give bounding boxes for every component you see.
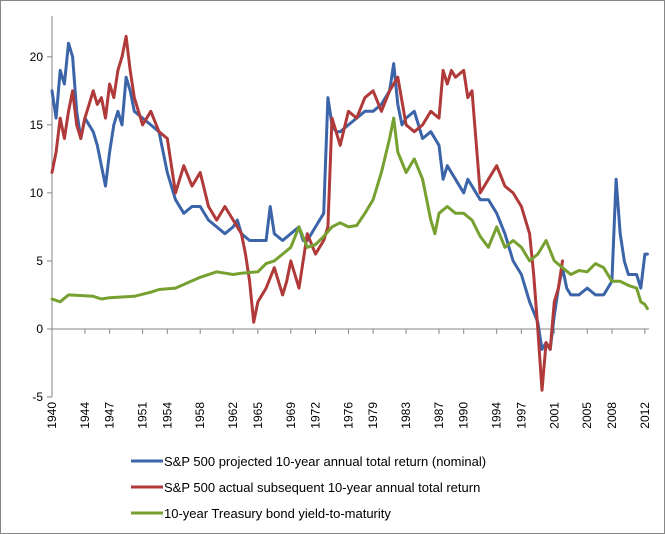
x-tick-label: 1969: [284, 402, 298, 429]
y-tick-label: -5: [32, 390, 43, 404]
y-tick-label: 5: [36, 254, 43, 268]
legend-label-3: 10-year Treasury bond yield-to-maturity: [164, 506, 391, 521]
series-line-1: [50, 41, 649, 351]
y-tick-label: 15: [30, 118, 44, 132]
x-tick-label: 1965: [251, 402, 265, 429]
legend-label-2: S&P 500 actual subsequent 10-year annual…: [164, 480, 480, 495]
x-tick-label: 1951: [136, 402, 150, 429]
axes: [51, 16, 649, 397]
x-tick-label: 1994: [490, 402, 504, 429]
x-tick-label: 2008: [605, 402, 619, 429]
x-tick-label: 1958: [193, 402, 207, 429]
series-lines: [50, 34, 649, 392]
y-tick-label: 20: [30, 50, 44, 64]
series-line-3: [50, 116, 649, 311]
x-tick-label: 1979: [366, 402, 380, 429]
x-axis-ticks: 1940 1944 1947 1951 1954 1958 1962 1965 1969 1972…: [45, 328, 652, 429]
legend-label-1: S&P 500 projected 10-year annual total r…: [164, 454, 486, 469]
x-tick-label: 1944: [78, 402, 92, 429]
x-tick-label: 1947: [103, 402, 117, 429]
x-tick-label: 2012: [638, 402, 652, 429]
x-tick-label: 1990: [457, 402, 471, 429]
series-line-2: [50, 34, 564, 392]
x-tick-label: 2001: [547, 402, 561, 429]
x-tick-label: 1940: [45, 402, 59, 429]
y-tick-label: 0: [36, 322, 43, 336]
x-tick-label: 1972: [309, 402, 323, 429]
x-tick-label: 1976: [341, 402, 355, 429]
x-tick-label: 1997: [514, 402, 528, 429]
legend: S&P 500 projected 10-year annual total r…: [131, 454, 486, 521]
x-tick-label: 1962: [226, 402, 240, 429]
x-tick-label: 1954: [160, 402, 174, 429]
x-tick-label: 2005: [580, 402, 594, 429]
x-tick-label: 1983: [399, 402, 413, 429]
y-axis-ticks: -5 0 5 10 15 20: [30, 50, 52, 404]
y-tick-label: 10: [30, 186, 44, 200]
x-tick-label: 1987: [432, 402, 446, 429]
